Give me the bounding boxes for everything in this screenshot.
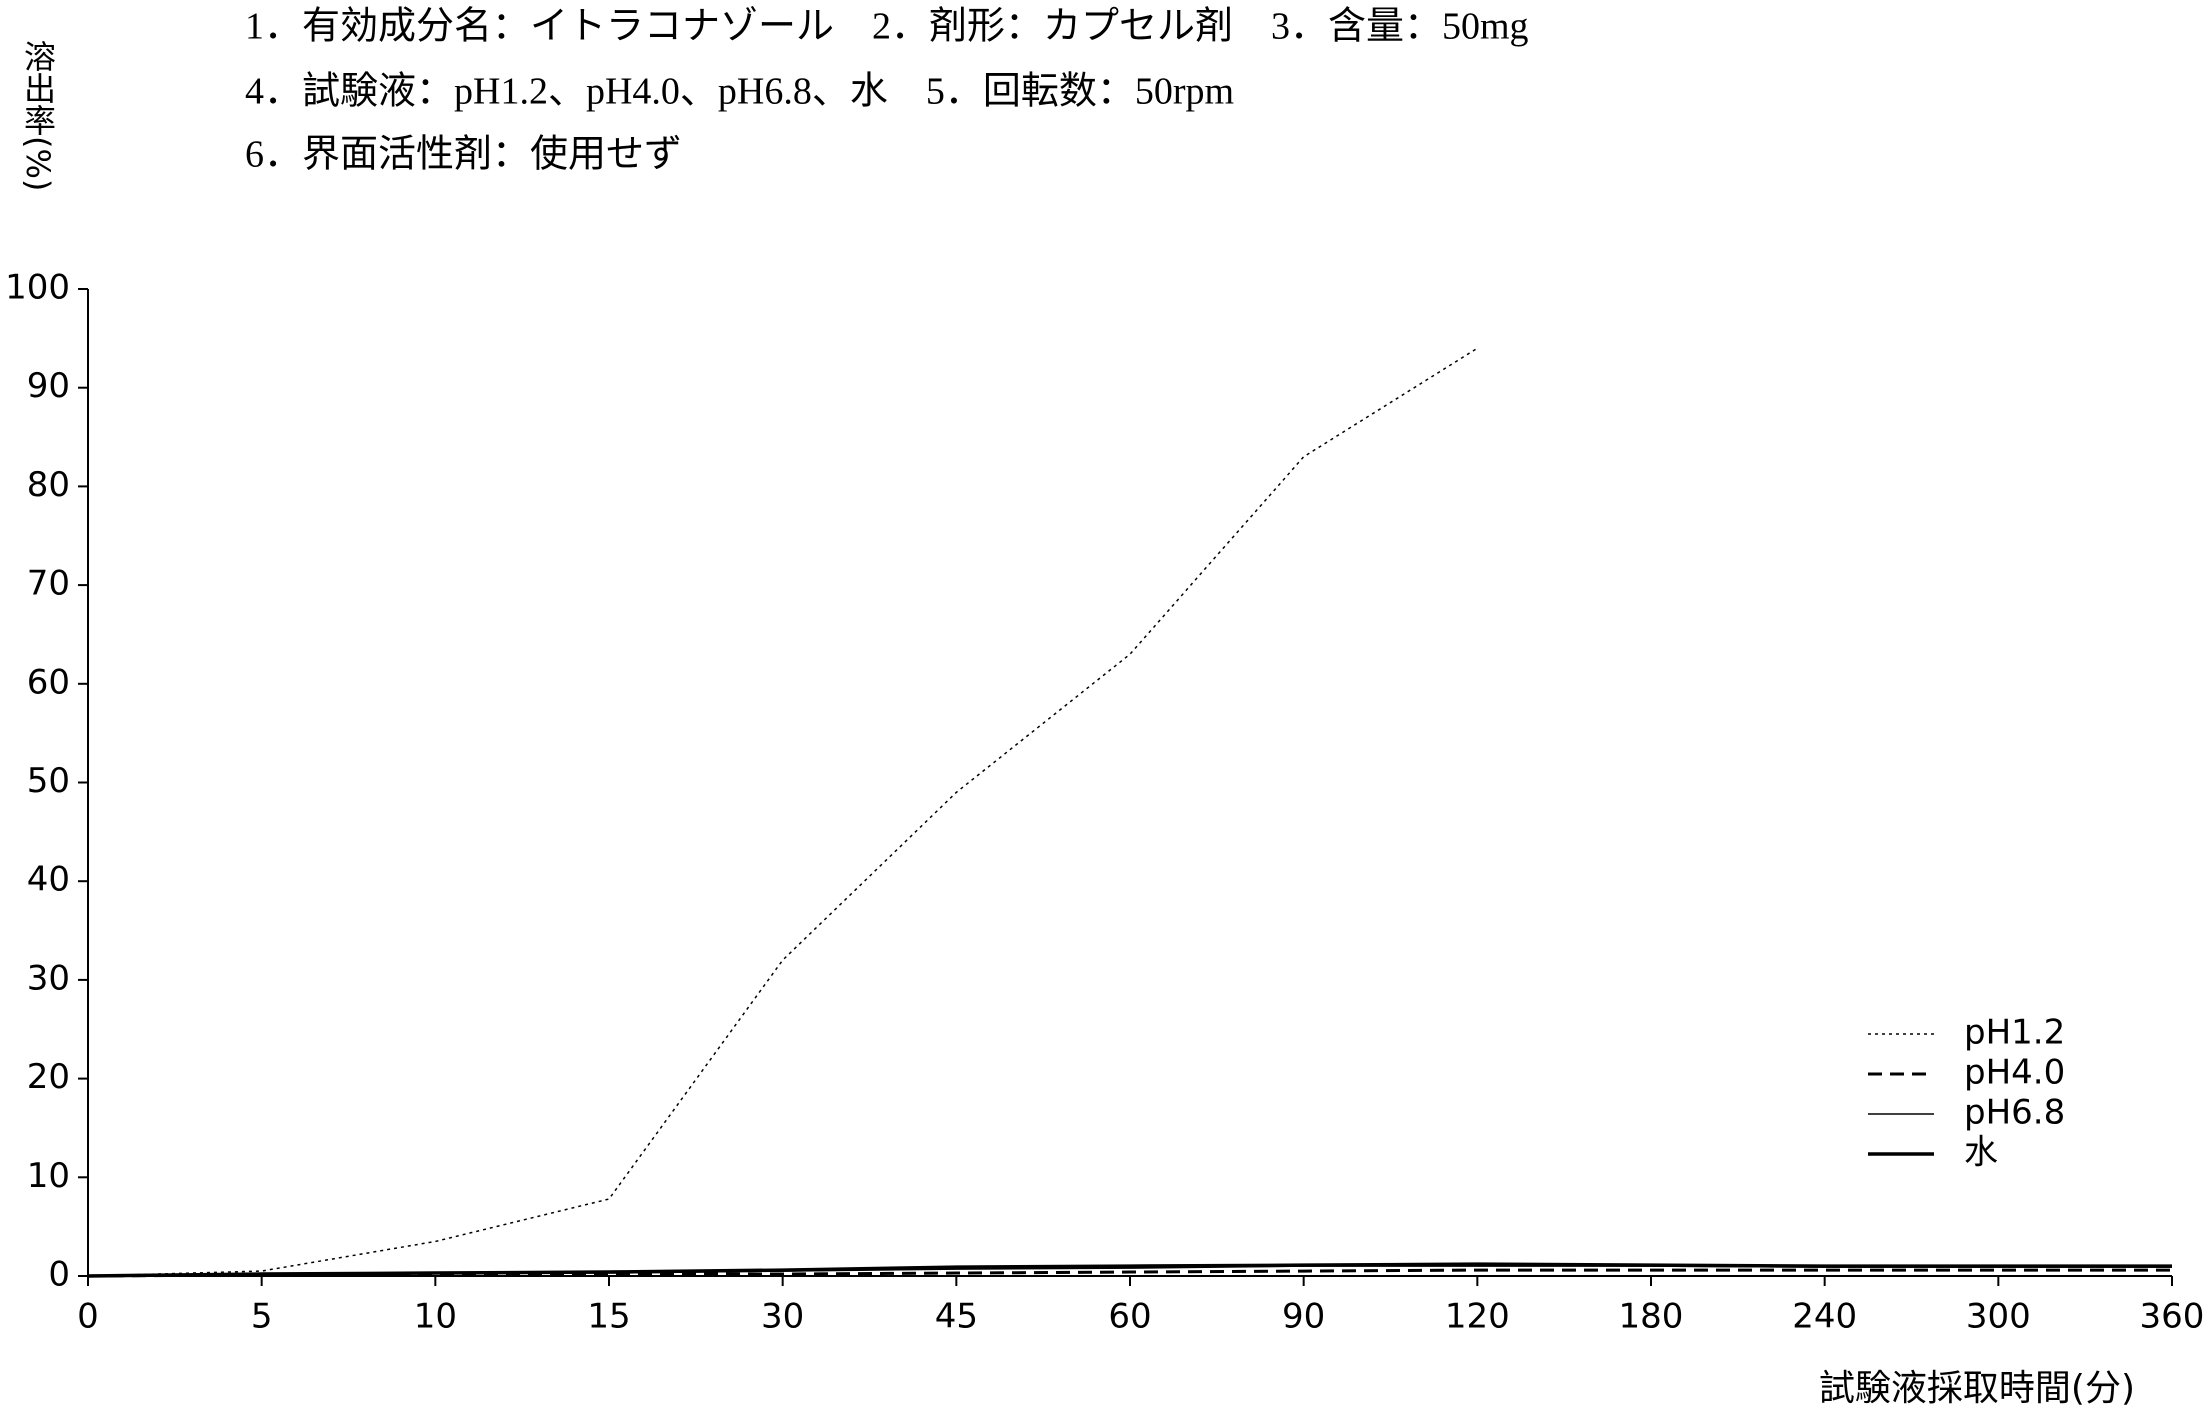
- header-line: 6．界面活性剤：使用せず: [245, 134, 682, 176]
- x-tick-label: 30: [761, 1297, 804, 1337]
- x-axis-label: 試験液採取時間(分): [1819, 1368, 2135, 1409]
- x-tick-label: 240: [1792, 1297, 1857, 1337]
- y-tick-label: 40: [27, 860, 70, 900]
- series-line: [87, 347, 1478, 1277]
- x-tick-label: 90: [1282, 1297, 1325, 1337]
- x-tick-label: 360: [2140, 1297, 2205, 1337]
- y-tick-label: 80: [27, 465, 70, 505]
- y-tick-label: 60: [27, 662, 70, 702]
- series-line: [87, 1268, 2172, 1278]
- legend-label: pH6.8: [1964, 1093, 2065, 1133]
- y-tick-label: 0: [48, 1255, 70, 1295]
- y-axis-label: 溶出率(%): [19, 40, 57, 191]
- y-tick-label: 70: [27, 564, 70, 604]
- y-tick-label: 90: [27, 366, 70, 406]
- legend-label: pH1.2: [1964, 1013, 2065, 1053]
- y-tick-label: 20: [27, 1057, 70, 1097]
- legend-label: 水: [1964, 1133, 1998, 1173]
- x-tick-label: 180: [1619, 1297, 1684, 1337]
- x-tick-label: 10: [414, 1297, 457, 1337]
- x-tick-label: 300: [1966, 1297, 2031, 1337]
- series-line: [87, 1262, 2172, 1278]
- x-tick-label: 0: [77, 1297, 99, 1337]
- legend-label: pH4.0: [1964, 1053, 2065, 1093]
- x-tick-label: 120: [1445, 1297, 1510, 1337]
- header-line: 1．有効成分名：イトラコナゾール 2．剤形：カプセル剤 3．含量：50mg: [245, 6, 1529, 48]
- y-tick-label: 50: [27, 761, 70, 801]
- x-tick-label: 15: [587, 1297, 630, 1337]
- y-tick-label: 100: [5, 268, 70, 308]
- x-tick-label: 5: [251, 1297, 273, 1337]
- x-tick-label: 60: [1108, 1297, 1151, 1337]
- header-line: 4．試験液：pH1.2、pH4.0、pH6.8、水 5．回転数：50rpm: [245, 71, 1234, 113]
- y-tick-label: 10: [27, 1156, 70, 1196]
- y-tick-label: 30: [27, 958, 70, 998]
- x-tick-label: 45: [935, 1297, 978, 1337]
